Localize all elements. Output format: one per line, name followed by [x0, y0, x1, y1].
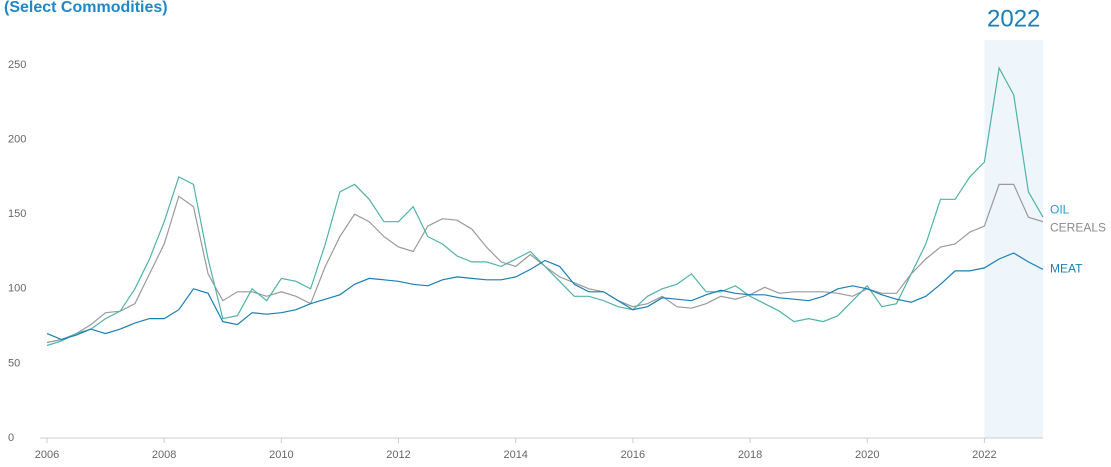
series-label: CEREALS [1050, 221, 1106, 235]
x-tick-label: 2006 [35, 449, 59, 461]
x-tick-label: 2018 [738, 449, 762, 461]
y-tick-label: 0 [8, 432, 14, 444]
series-line [46, 66, 1044, 347]
y-tick-label: 200 [8, 134, 26, 146]
y-tick-label: 50 [8, 357, 20, 369]
annotation: 2022 [987, 5, 1040, 32]
y-tick-label: 250 [8, 59, 26, 71]
series-label: MEAT [1050, 262, 1083, 276]
x-tick-label: 2010 [269, 449, 293, 461]
x-tick-label: 2012 [386, 449, 410, 461]
x-tick-label: 2016 [621, 449, 645, 461]
y-tick-label: 100 [8, 283, 26, 295]
series-line [46, 252, 1044, 341]
y-tick-label: 150 [8, 208, 26, 220]
x-tick-label: 2022 [972, 449, 996, 461]
x-tick-label: 2008 [152, 449, 176, 461]
highlight-band [984, 40, 1043, 438]
series-line [46, 183, 1044, 344]
x-tick-label: 2014 [503, 449, 527, 461]
chart-title: (Select Commodities) [4, 0, 168, 16]
series-label: OIL [1050, 203, 1070, 217]
x-tick-label: 2020 [855, 449, 879, 461]
